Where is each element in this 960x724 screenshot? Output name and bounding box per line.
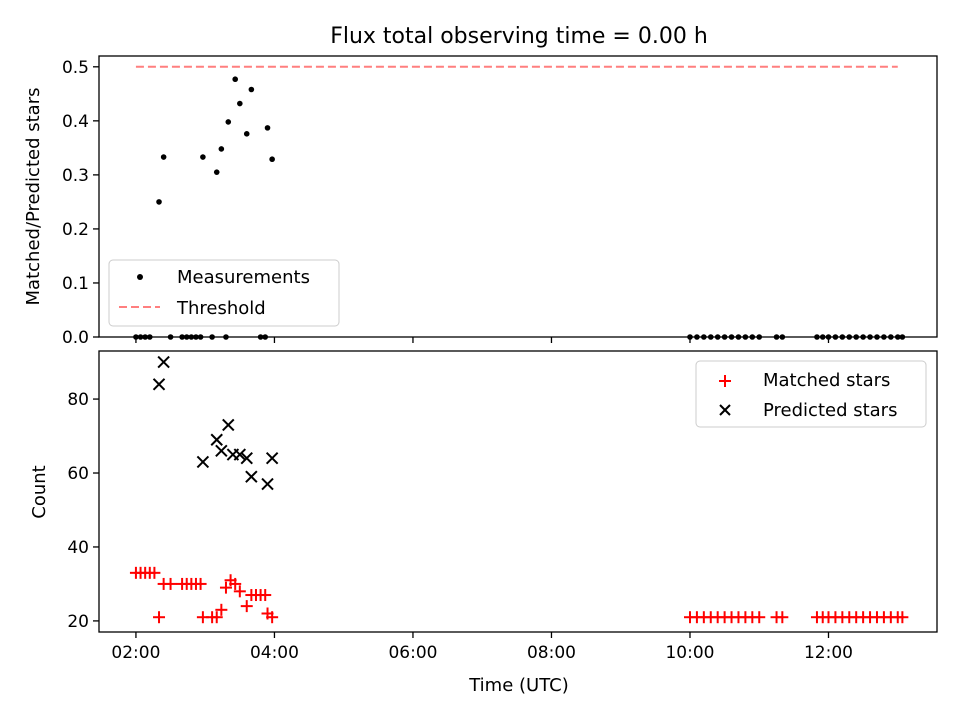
bottom-x-tick-label: 12:00 bbox=[804, 643, 853, 663]
predicted-star-point bbox=[265, 452, 279, 465]
bottom-legend: Matched stars Predicted stars bbox=[695, 360, 927, 428]
predicted-star-point bbox=[233, 448, 247, 461]
top-y-tick-label: 0.1 bbox=[62, 274, 89, 294]
measurement-point bbox=[232, 76, 239, 83]
top-y-tick-label: 0.5 bbox=[62, 58, 89, 78]
bottom-y-tick-label: 20 bbox=[67, 612, 89, 632]
measurement-point bbox=[248, 86, 255, 93]
x-axis-label: Time (UTC) bbox=[468, 675, 569, 696]
matched-star-point bbox=[219, 581, 232, 594]
predicted-star-point bbox=[245, 470, 258, 483]
bottom-x-tick-label: 08:00 bbox=[527, 643, 576, 663]
predicted-stars-series bbox=[152, 355, 279, 491]
matched-star-point bbox=[240, 600, 253, 613]
top-y-ticks: 0.0 0.1 0.2 0.3 0.4 0.5 bbox=[62, 58, 99, 348]
matched-star-point bbox=[194, 577, 207, 590]
top-y-tick-label: 0.3 bbox=[62, 166, 89, 186]
top-plot-frame bbox=[98, 55, 938, 338]
matched-star-point bbox=[259, 589, 272, 602]
legend-threshold-label: Threshold bbox=[176, 298, 266, 319]
matched-star-point bbox=[233, 585, 246, 598]
matched-stars-series bbox=[129, 566, 909, 624]
legend-predicted-label: Predicted stars bbox=[763, 400, 897, 421]
legend-measurements-label: Measurements bbox=[177, 267, 310, 288]
measurement-point bbox=[243, 131, 250, 137]
bottom-plot-frame bbox=[98, 350, 938, 633]
bottom-x-tick-label: 04:00 bbox=[250, 643, 299, 663]
measurement-point bbox=[225, 119, 232, 125]
matched-star-point bbox=[153, 611, 166, 624]
predicted-star-point bbox=[215, 444, 228, 458]
top-y-axis-label: Matched/Predicted stars bbox=[23, 88, 44, 306]
measurement-point bbox=[218, 146, 225, 152]
matched-star-point bbox=[896, 611, 909, 624]
legend-predicted-marker bbox=[719, 404, 731, 416]
top-panel: 0.0 0.1 0.2 0.3 0.4 0.5 Matched/Predicted sta… bbox=[23, 55, 938, 348]
bottom-y-tick-label: 60 bbox=[67, 464, 89, 484]
top-y-tick-label: 0.4 bbox=[62, 112, 89, 132]
matched-star-point bbox=[266, 611, 279, 624]
bottom-x-tick-label: 10:00 bbox=[665, 643, 714, 663]
predicted-star-point bbox=[261, 477, 274, 491]
bottom-y-tick-label: 40 bbox=[67, 538, 89, 558]
bottom-x-tick-label: 02:00 bbox=[111, 643, 160, 663]
matched-star-point bbox=[215, 603, 228, 616]
bottom-y-ticks: 20 40 60 80 bbox=[67, 390, 99, 632]
predicted-star-point bbox=[210, 433, 223, 446]
bottom-y-tick-label: 80 bbox=[67, 390, 89, 410]
matched-star-point bbox=[148, 566, 161, 579]
matched-star-point bbox=[229, 577, 242, 590]
top-legend: Measurements Threshold bbox=[108, 259, 340, 327]
predicted-star-point bbox=[152, 378, 166, 391]
legend-matched-marker bbox=[719, 375, 731, 387]
chart-title: Flux total observing time = 0.00 h bbox=[330, 24, 708, 49]
top-legend-box bbox=[108, 259, 340, 327]
matched-star-point bbox=[776, 611, 789, 624]
bottom-y-axis-label: Count bbox=[29, 465, 50, 518]
predicted-star-point bbox=[157, 355, 170, 369]
predicted-star-point bbox=[222, 418, 235, 432]
matched-star-point bbox=[210, 611, 223, 624]
top-y-tick-label: 0.0 bbox=[62, 328, 89, 348]
legend-measurements-marker bbox=[137, 274, 143, 280]
bottom-x-ticks: 02:00 04:00 06:00 08:00 10:00 12:00 bbox=[111, 632, 853, 663]
top-y-tick-label: 0.2 bbox=[62, 220, 89, 240]
matched-star-point bbox=[753, 611, 766, 624]
measurement-point bbox=[213, 169, 220, 175]
measurement-point bbox=[200, 154, 206, 160]
bottom-legend-box bbox=[695, 360, 927, 428]
measurement-point bbox=[237, 100, 243, 107]
measurement-point bbox=[264, 125, 271, 131]
bottom-x-tick-label: 06:00 bbox=[388, 643, 437, 663]
legend-matched-label: Matched stars bbox=[763, 370, 890, 391]
predicted-star-point bbox=[196, 455, 210, 469]
measurement-point bbox=[160, 154, 167, 160]
measurement-point bbox=[269, 156, 275, 163]
predicted-star-point bbox=[240, 452, 253, 465]
measurement-point bbox=[156, 199, 162, 205]
matched-star-point bbox=[164, 577, 177, 590]
